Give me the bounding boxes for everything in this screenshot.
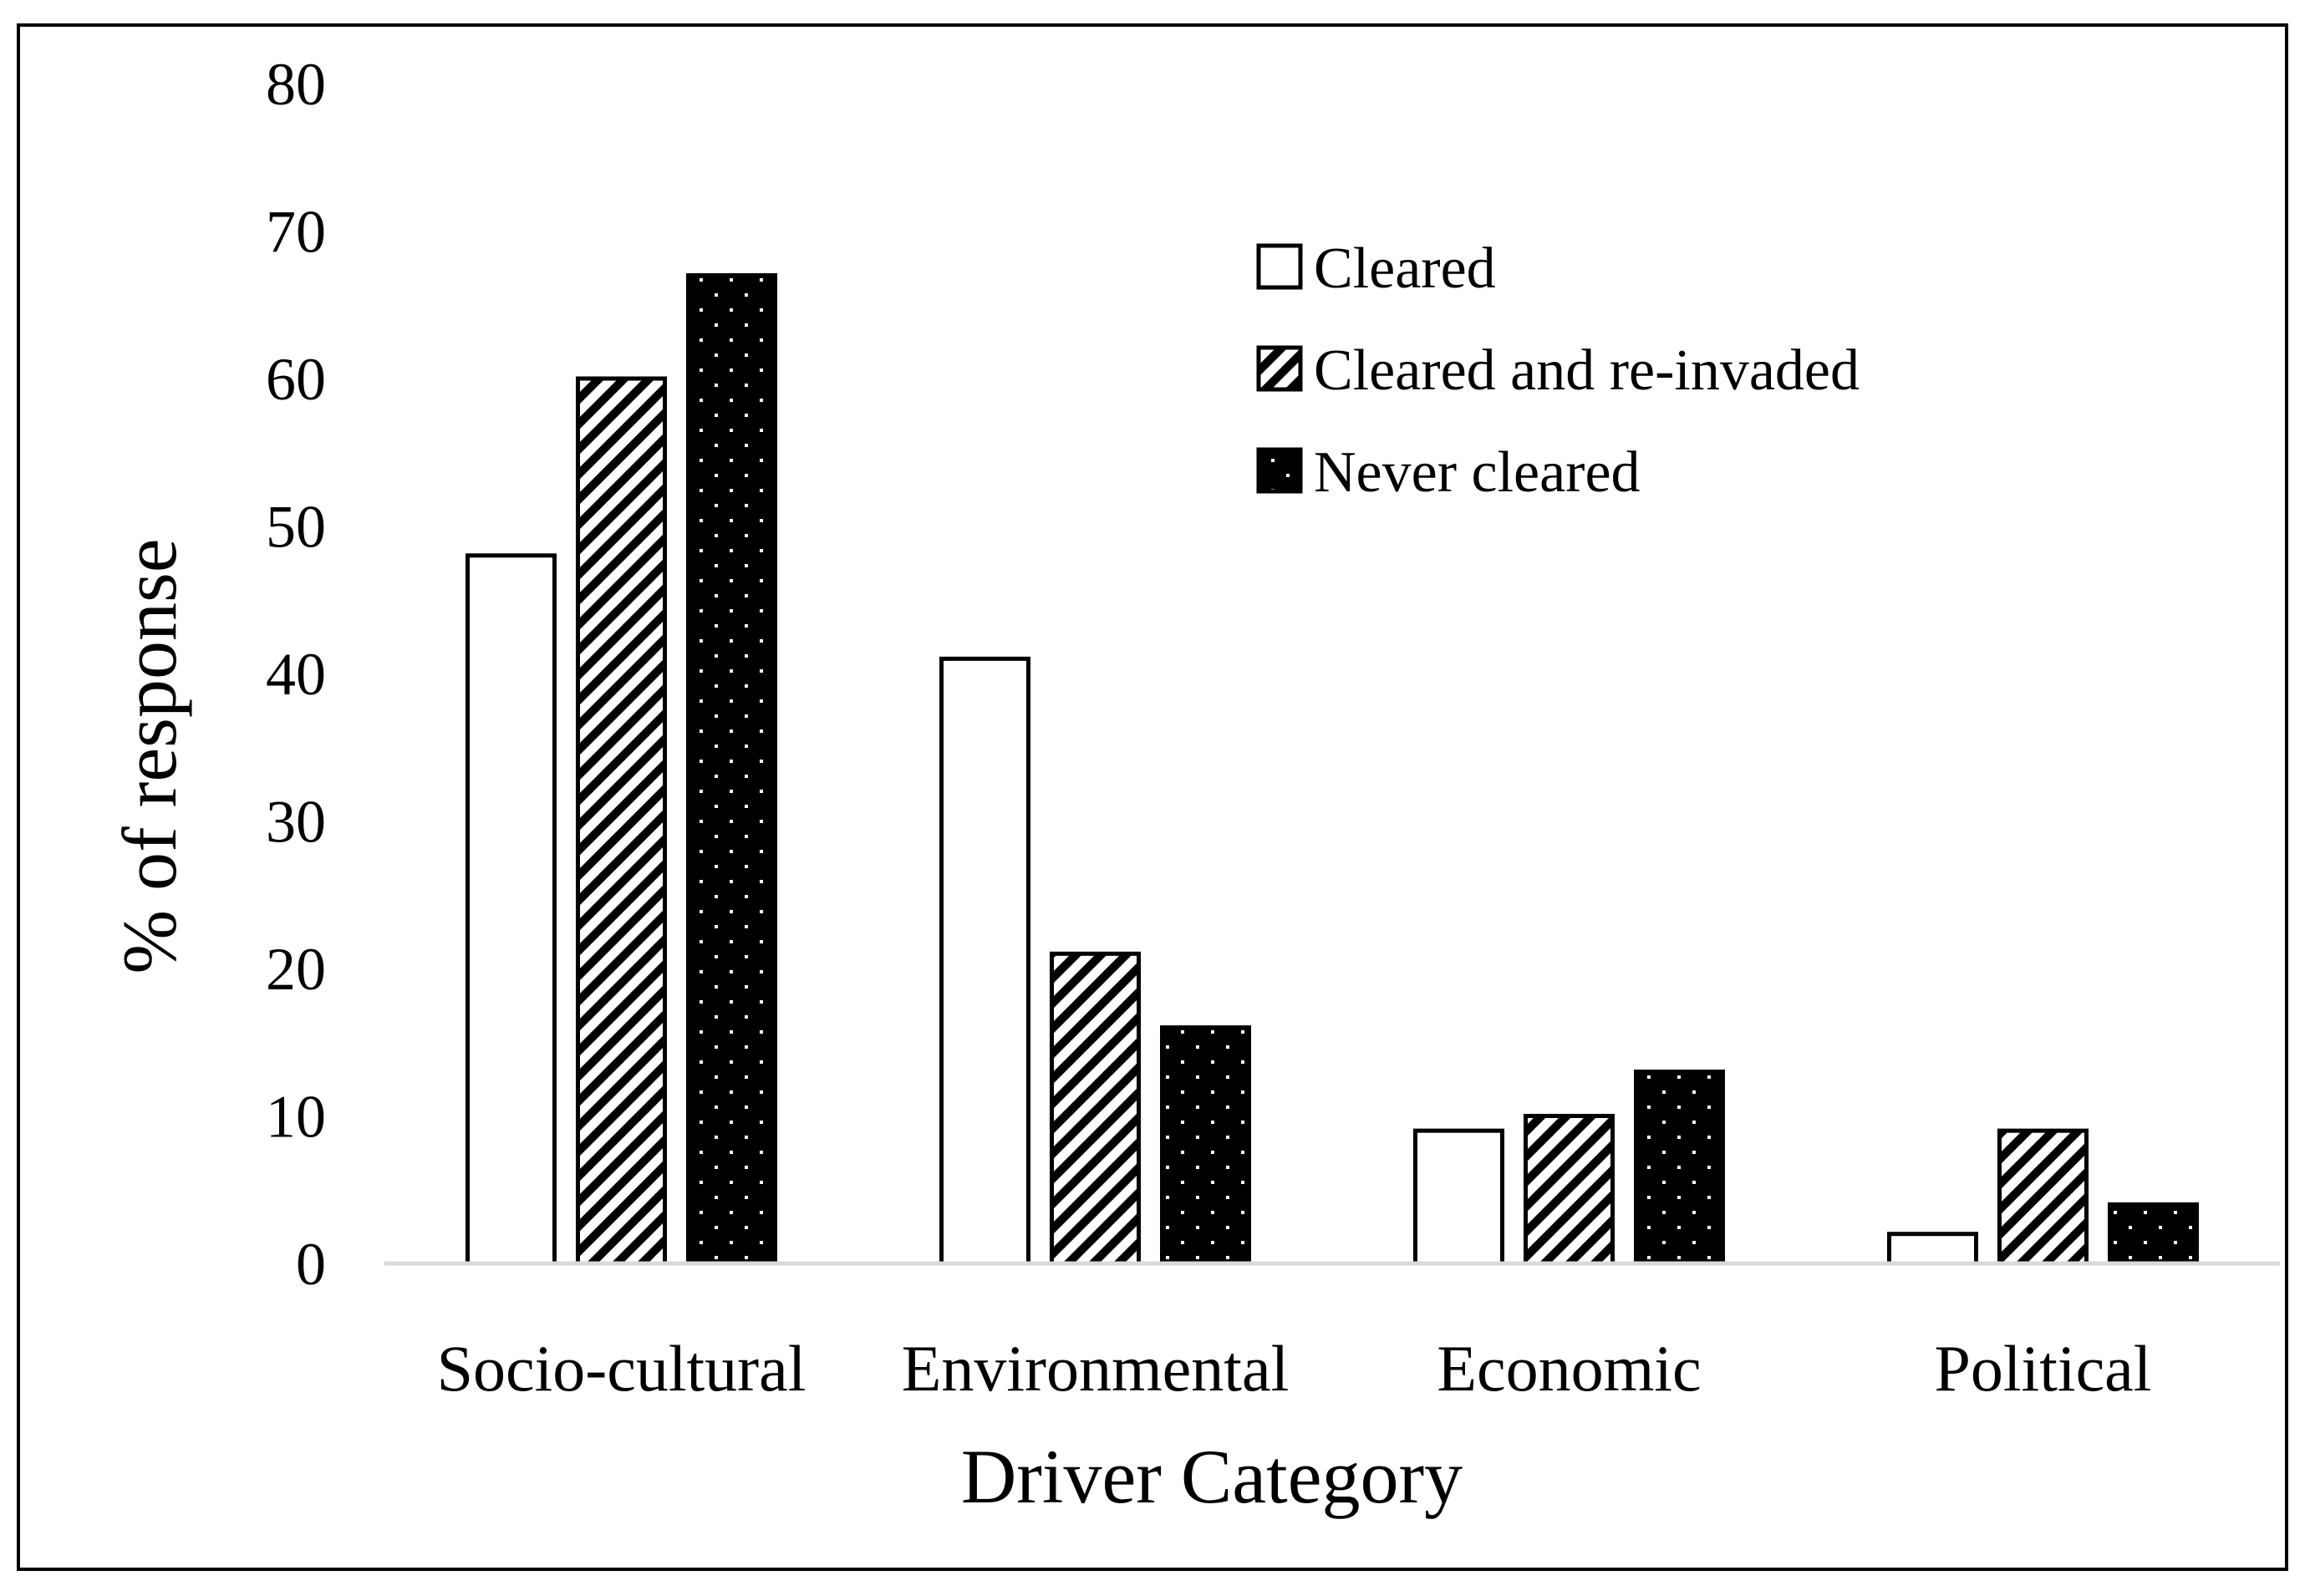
y-axis-ticks: 0 10 20 30 40 50 60 70 80	[266, 51, 326, 1298]
chart-frame	[17, 23, 2288, 1571]
x-tick-label-economic: Economic	[1437, 1332, 1701, 1405]
y-tick-label-20: 20	[266, 936, 326, 1003]
y-tick-label-40: 40	[266, 641, 326, 708]
y-tick-label-80: 80	[266, 51, 326, 118]
y-tick-label-70: 70	[266, 199, 326, 266]
legend-label-cleared: Cleared	[1314, 236, 1496, 301]
bar-political-cleared-and-re-invaded	[1997, 1128, 2089, 1266]
x-axis-title: Driver Category	[961, 1434, 1463, 1519]
bar-socio-cultural-cleared	[466, 553, 557, 1266]
legend-swatch-cleared-and-re-invaded	[1256, 345, 1303, 392]
bar-economic-cleared	[1413, 1128, 1504, 1266]
y-tick-label-30: 30	[266, 789, 326, 856]
bar-environmental-cleared	[939, 656, 1030, 1266]
y-axis-title: % of response	[107, 538, 192, 973]
y-tick-label-60: 60	[266, 346, 326, 413]
bar-economic-never-cleared	[1634, 1070, 1725, 1266]
bar-socio-cultural-cleared-and-re-invaded	[576, 376, 667, 1266]
bar-socio-cultural-never-cleared	[686, 272, 777, 1266]
y-tick-label-50: 50	[266, 494, 326, 561]
bar-environmental-never-cleared	[1160, 1025, 1251, 1266]
legend-swatch-cleared	[1256, 243, 1303, 290]
bar-economic-cleared-and-re-invaded	[1524, 1114, 1615, 1266]
legend-swatch-never-cleared	[1256, 447, 1303, 494]
bars	[466, 272, 2199, 1266]
bar-environmental-cleared-and-re-invaded	[1050, 951, 1141, 1266]
legend-label-never-cleared: Never cleared	[1314, 440, 1641, 505]
x-axis-categories: Socio-cultural Environmental Economic Polit…	[437, 1332, 2152, 1405]
bar-political-never-cleared	[2108, 1202, 2199, 1266]
legend: Cleared Cleared and re-invaded Never clear…	[1256, 236, 1860, 505]
y-tick-label-0: 0	[296, 1231, 326, 1298]
y-tick-label-10: 10	[266, 1084, 326, 1151]
x-tick-label-socio-cultural: Socio-cultural	[437, 1332, 806, 1405]
bar-political-cleared	[1887, 1232, 1978, 1266]
x-tick-label-environmental: Environmental	[902, 1332, 1290, 1405]
legend-label-cleared-and-re-invaded: Cleared and re-invaded	[1314, 338, 1860, 403]
x-tick-label-political: Political	[1935, 1332, 2152, 1405]
